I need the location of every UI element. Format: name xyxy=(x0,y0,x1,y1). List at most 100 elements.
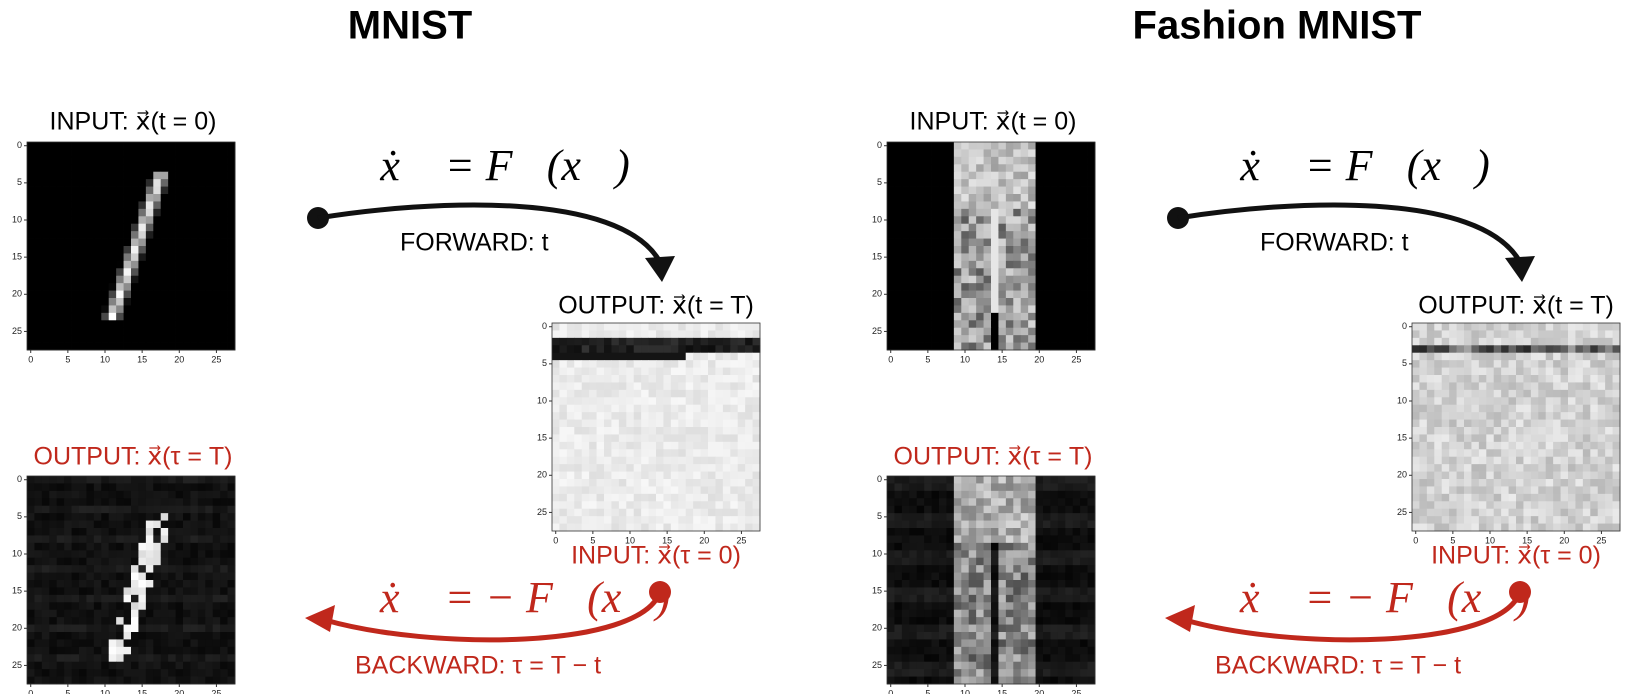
pixel xyxy=(1065,313,1073,321)
pixel xyxy=(932,558,940,566)
pixel xyxy=(183,253,191,261)
pixel xyxy=(589,323,597,331)
pixel xyxy=(176,343,184,351)
pixel xyxy=(57,602,65,610)
pixel xyxy=(161,602,169,610)
pixel xyxy=(663,412,671,420)
pixel xyxy=(220,506,228,514)
pixel xyxy=(1501,412,1509,420)
pixel xyxy=(1598,457,1606,465)
pixel xyxy=(939,639,947,647)
pixel xyxy=(954,476,962,484)
pixel xyxy=(961,558,969,566)
pixel xyxy=(116,261,124,269)
pixel xyxy=(634,479,642,487)
pixel xyxy=(753,405,761,413)
pixel xyxy=(552,345,560,353)
pixel xyxy=(1050,298,1058,306)
pixel xyxy=(976,632,984,640)
pixel xyxy=(79,142,87,150)
pixel xyxy=(715,494,723,502)
pixel xyxy=(1058,343,1066,351)
pixel xyxy=(723,509,731,517)
pixel xyxy=(205,647,213,655)
pixel xyxy=(1080,268,1088,276)
pixel xyxy=(161,283,169,291)
pixel xyxy=(101,528,109,536)
pixel xyxy=(1561,472,1569,480)
pixel xyxy=(176,565,184,573)
pixel xyxy=(1531,449,1539,457)
pixel xyxy=(1457,420,1465,428)
pixel xyxy=(1006,610,1014,618)
pixel xyxy=(715,501,723,509)
pixel xyxy=(1516,323,1524,331)
pixel xyxy=(1080,513,1088,521)
pixel xyxy=(72,216,80,224)
pixel xyxy=(1088,172,1096,180)
pixel xyxy=(57,632,65,640)
pixel xyxy=(917,662,925,670)
pixel xyxy=(998,201,1006,209)
pixel xyxy=(1479,368,1487,376)
pixel xyxy=(693,479,701,487)
pixel xyxy=(146,617,154,625)
pixel xyxy=(1546,494,1554,502)
pixel xyxy=(198,305,206,313)
pixel xyxy=(708,524,716,532)
pixel xyxy=(64,253,72,261)
pixel xyxy=(72,625,80,633)
pixel xyxy=(1021,172,1029,180)
pixel xyxy=(1516,516,1524,524)
pixel xyxy=(924,328,932,336)
pixel xyxy=(1050,558,1058,566)
pixel xyxy=(686,479,694,487)
pixel xyxy=(753,472,761,480)
pixel xyxy=(1509,338,1517,346)
pixel xyxy=(176,231,184,239)
pixel xyxy=(124,246,132,254)
pixel xyxy=(619,509,627,517)
pixel xyxy=(1613,397,1621,405)
pixel xyxy=(1080,261,1088,269)
pixel xyxy=(27,647,35,655)
pixel xyxy=(924,298,932,306)
pixel xyxy=(582,501,590,509)
pixel xyxy=(887,476,895,484)
pixel xyxy=(641,360,649,368)
pixel xyxy=(124,149,132,157)
pixel xyxy=(961,231,969,239)
pixel xyxy=(932,142,940,150)
pixel xyxy=(146,565,154,573)
pixel xyxy=(64,172,72,180)
pixel xyxy=(976,521,984,529)
pixel xyxy=(190,253,198,261)
pixel xyxy=(939,647,947,655)
pixel xyxy=(42,632,50,640)
pixel xyxy=(1013,187,1021,195)
pixel xyxy=(1036,335,1044,343)
pixel xyxy=(213,595,221,603)
pixel xyxy=(1021,617,1029,625)
pixel xyxy=(969,521,977,529)
pixel xyxy=(932,343,940,351)
pixel xyxy=(663,375,671,383)
pixel xyxy=(101,476,109,484)
pixel xyxy=(1036,157,1044,165)
y-tick-label: 15 xyxy=(12,252,22,262)
pixel xyxy=(902,224,910,232)
pixel xyxy=(701,486,709,494)
pixel xyxy=(190,142,198,150)
pixel xyxy=(1479,375,1487,383)
pixel xyxy=(924,632,932,640)
pixel xyxy=(753,486,761,494)
pixel xyxy=(1419,427,1427,435)
pixel xyxy=(641,516,649,524)
pixel xyxy=(589,390,597,398)
pixel xyxy=(1006,565,1014,573)
pixel xyxy=(138,164,146,172)
pixel xyxy=(190,610,198,618)
pixel xyxy=(1058,187,1066,195)
pixel xyxy=(909,654,917,662)
pixel xyxy=(1583,390,1591,398)
